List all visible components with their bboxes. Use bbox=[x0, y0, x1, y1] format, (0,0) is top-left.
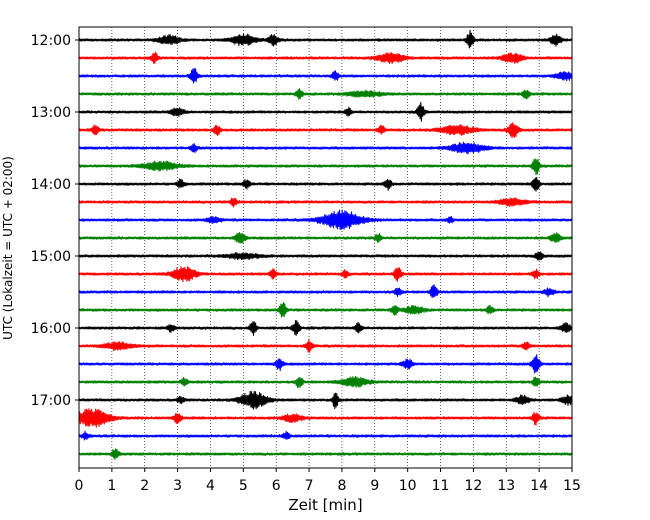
x-axis-ticks: 0 1 2 3 4 5 6 7 8 9 10 11 12 13 14 15 bbox=[75, 468, 581, 494]
trace-line bbox=[78, 448, 573, 460]
trace-line bbox=[78, 197, 573, 208]
trace-line bbox=[78, 354, 573, 374]
trace-line bbox=[78, 209, 573, 231]
trace-line bbox=[78, 319, 573, 336]
y-axis-title: UTC (Lokalzeit = UTC + 02:00) bbox=[1, 156, 15, 340]
trace-line bbox=[78, 29, 573, 49]
seismic-traces bbox=[78, 29, 573, 460]
trace-line bbox=[78, 266, 573, 283]
x-tick-label: 7 bbox=[305, 478, 314, 494]
y-tick-label: 15:00 bbox=[31, 249, 71, 265]
y-tick-label: 12:00 bbox=[31, 33, 71, 49]
x-tick-label: 5 bbox=[239, 478, 248, 494]
y-tick-label: 17:00 bbox=[31, 393, 71, 409]
x-tick-label: 13 bbox=[497, 478, 515, 494]
x-tick-label: 14 bbox=[530, 478, 548, 494]
x-axis-title: Zeit [min] bbox=[288, 496, 362, 514]
x-tick-label: 15 bbox=[563, 478, 581, 494]
x-tick-label: 12 bbox=[464, 478, 482, 494]
x-tick-label: 0 bbox=[75, 478, 84, 494]
trace-line bbox=[78, 102, 573, 122]
trace-line bbox=[78, 302, 573, 318]
trace-line bbox=[78, 284, 573, 298]
trace-line bbox=[78, 122, 573, 139]
x-tick-label: 6 bbox=[272, 478, 281, 494]
y-axis-ticks: 12:00 13:00 14:00 15:00 16:00 17:00 bbox=[31, 33, 79, 409]
trace-line bbox=[78, 338, 573, 353]
trace-line bbox=[78, 251, 573, 261]
trace-line bbox=[78, 430, 573, 441]
plot-area-frame bbox=[78, 26, 573, 469]
trace-line bbox=[78, 408, 573, 428]
trace-line bbox=[78, 375, 573, 388]
x-tick-label: 10 bbox=[399, 478, 417, 494]
trace-line bbox=[78, 158, 573, 176]
x-tick-label: 4 bbox=[206, 478, 215, 494]
trace-line bbox=[78, 88, 573, 100]
x-tick-label: 11 bbox=[432, 478, 450, 494]
trace-line bbox=[78, 390, 573, 410]
y-tick-label: 14:00 bbox=[31, 177, 71, 193]
trace-line bbox=[78, 51, 573, 65]
y-tick-label: 13:00 bbox=[31, 105, 71, 121]
trace-line bbox=[78, 176, 573, 192]
x-tick-label: 3 bbox=[173, 478, 182, 494]
trace-line bbox=[78, 67, 573, 84]
y-tick-label: 16:00 bbox=[31, 321, 71, 337]
trace-line bbox=[78, 141, 573, 155]
x-tick-label: 1 bbox=[107, 478, 116, 494]
x-tick-label: 8 bbox=[337, 478, 346, 494]
x-tick-label: 9 bbox=[370, 478, 379, 494]
x-tick-label: 2 bbox=[140, 478, 149, 494]
trace-line bbox=[78, 232, 573, 244]
